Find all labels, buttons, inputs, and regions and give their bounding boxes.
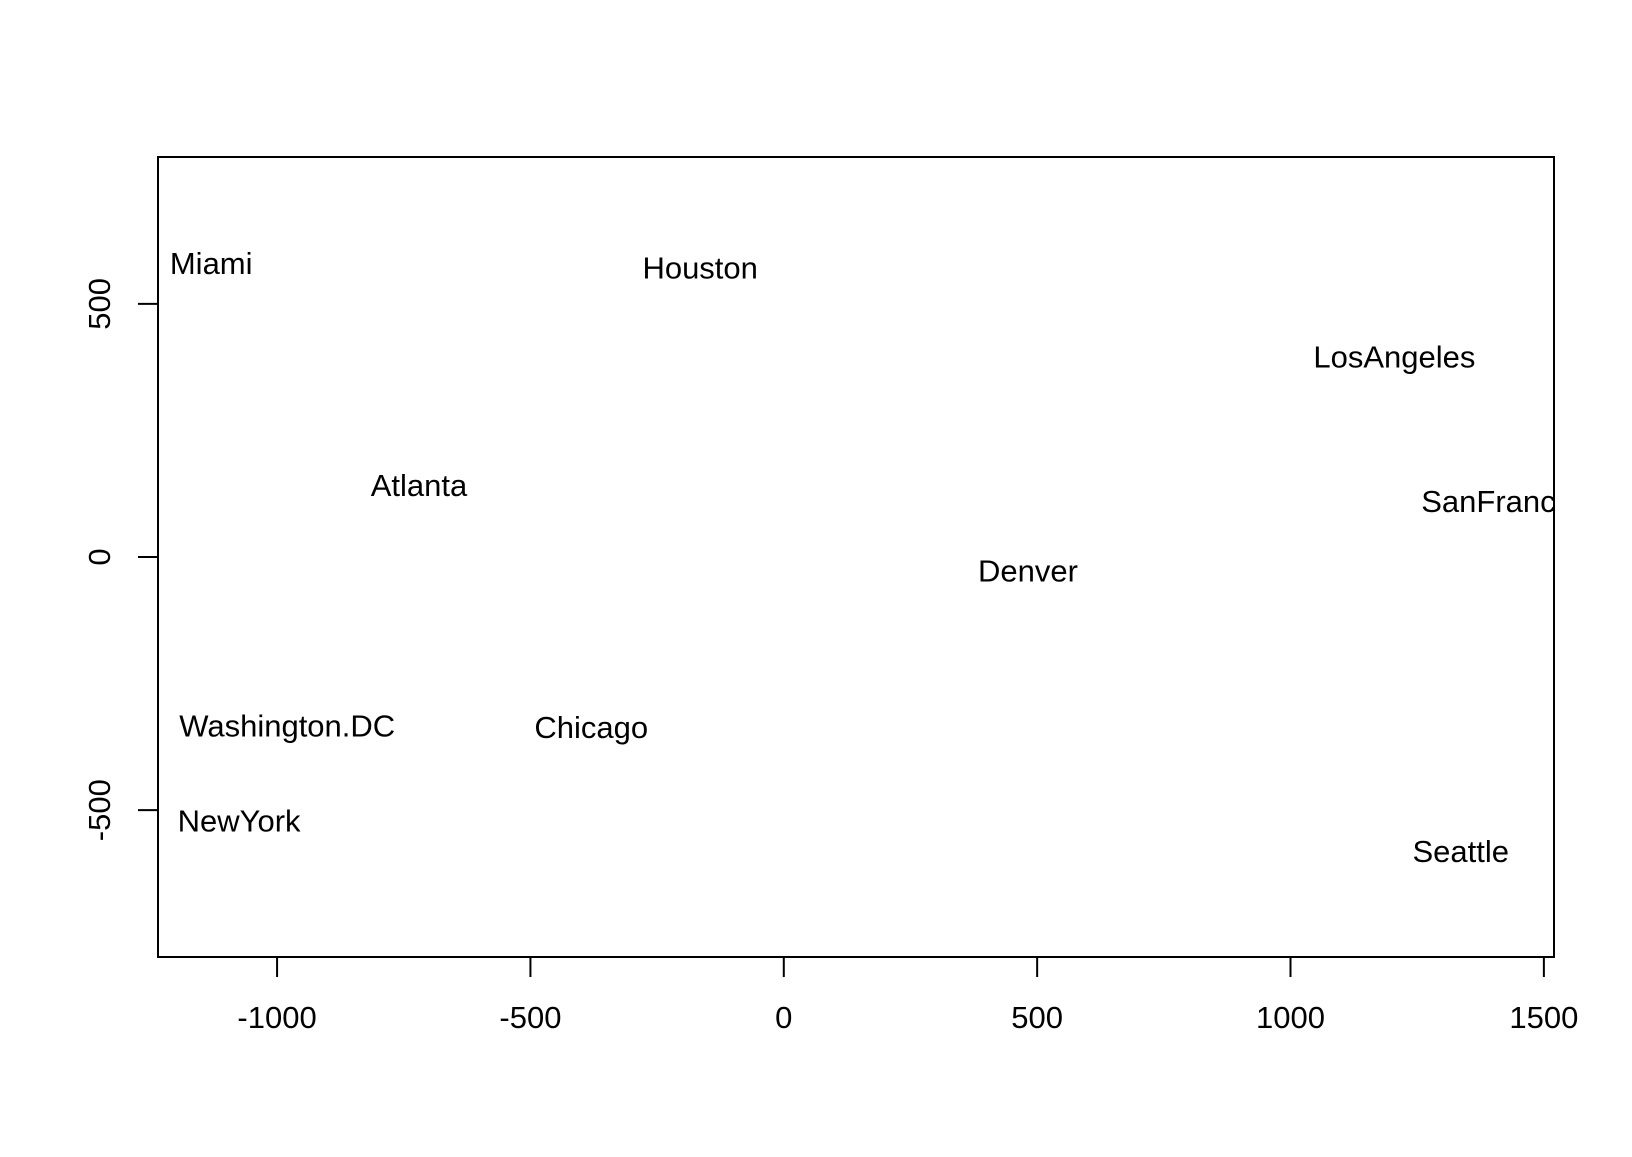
point-label-washington-dc: Washington.DC bbox=[179, 709, 395, 744]
point-label-losangeles: LosAngeles bbox=[1313, 340, 1475, 375]
x-tick-label: 1000 bbox=[1256, 1000, 1325, 1035]
y-tick-label: 500 bbox=[82, 278, 117, 330]
y-tick-label: -500 bbox=[82, 779, 117, 841]
point-label-denver: Denver bbox=[978, 554, 1078, 589]
point-label-atlanta: Atlanta bbox=[371, 468, 468, 503]
point-label-chicago: Chicago bbox=[534, 710, 648, 745]
point-label-newyork: NewYork bbox=[178, 803, 301, 838]
x-tick-label: 1500 bbox=[1509, 1000, 1578, 1035]
point-label-sanfrancisco: SanFrancisco bbox=[1421, 484, 1611, 519]
point-label-houston: Houston bbox=[642, 250, 757, 285]
x-tick-label: 0 bbox=[775, 1000, 792, 1035]
x-tick-label: -1000 bbox=[237, 1000, 316, 1035]
point-label-miami: Miami bbox=[170, 246, 253, 281]
x-tick-label: 500 bbox=[1011, 1000, 1063, 1035]
point-labels: Miami Houston LosAngeles Atlanta SanFrancisc… bbox=[170, 246, 1611, 869]
point-label-seattle: Seattle bbox=[1413, 834, 1510, 869]
x-tick-label: -500 bbox=[499, 1000, 561, 1035]
plot-frame bbox=[157, 156, 1555, 958]
y-tick-label: 0 bbox=[82, 548, 117, 565]
